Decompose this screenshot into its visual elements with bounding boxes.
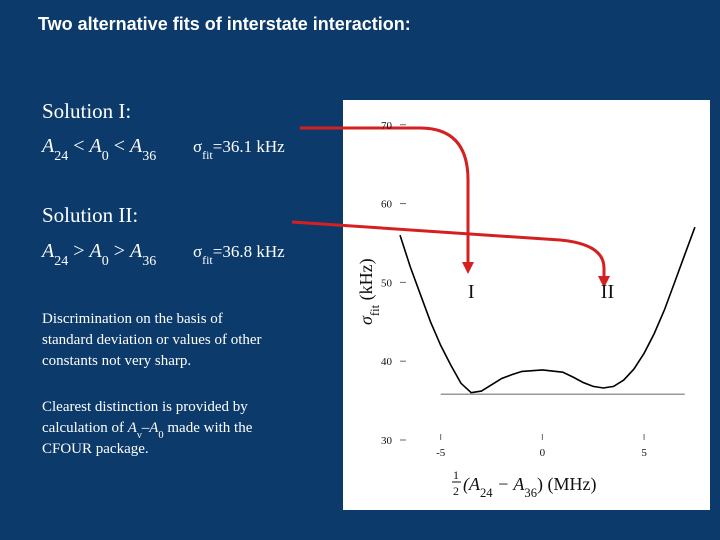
rich-text: Discrimination on the basis of <box>42 311 223 327</box>
y-tick-label: 70 <box>381 120 393 132</box>
text-part: Clearest distinction is provided by <box>42 399 248 415</box>
text-part: fit <box>368 304 382 316</box>
arrowhead <box>462 262 474 274</box>
text-part: − A <box>493 474 526 494</box>
rich-text: σfit=36.1 kHz <box>193 137 285 162</box>
rich-text: A24 > A0 > A36 <box>40 240 156 269</box>
rich-text: standard deviation or values of other <box>42 332 262 348</box>
y-tick-label: 30 <box>381 435 393 447</box>
text-part: fit <box>202 148 213 162</box>
text-part: A <box>88 135 103 157</box>
text-part: Hz <box>265 137 285 156</box>
x-tick-label: 0 <box>540 447 546 459</box>
text-part: (kHz) <box>356 258 377 304</box>
text-part: calculation of <box>42 420 128 436</box>
text-part: 0 <box>102 254 109 269</box>
text-part: > <box>68 240 89 262</box>
text-part: made with the <box>164 420 253 436</box>
text-part: σ <box>193 242 202 261</box>
text-part: A <box>128 135 143 157</box>
arrow <box>300 126 470 262</box>
text-part: constants not very sharp. <box>42 353 191 369</box>
curve <box>399 226 696 394</box>
arrows <box>291 126 606 278</box>
text-part: < <box>109 135 130 157</box>
text-part: A <box>40 240 55 262</box>
text-part: =36.1 k <box>213 137 266 156</box>
y-tick-label: 40 <box>381 356 393 368</box>
text-part: A <box>148 420 159 436</box>
text-part: σ <box>193 137 202 156</box>
annotation: II <box>601 281 614 303</box>
rich-text: (A24 − A36) (MHz) <box>463 474 597 500</box>
text-part: (A <box>463 474 481 495</box>
text-part: CFOUR package. <box>42 441 149 457</box>
text-part: fit <box>202 253 213 267</box>
fraction-num: 1 <box>453 468 459 482</box>
text-part: 24 <box>54 254 68 269</box>
text-part: 0 <box>102 149 109 164</box>
text-part: A <box>128 240 143 262</box>
rich-text: σfit (kHz) <box>356 258 382 325</box>
text-part: 0 <box>158 430 163 441</box>
heading: Solution I: <box>42 99 131 123</box>
text-part: – <box>141 420 150 436</box>
text-part: 36 <box>142 149 156 164</box>
text-part: 36 <box>142 254 156 269</box>
annotation: I <box>468 281 475 303</box>
text-part: =36.8 k <box>213 242 266 261</box>
arrow <box>291 220 606 278</box>
rich-text: CFOUR package. <box>42 441 149 457</box>
rich-text: constants not very sharp. <box>42 353 191 369</box>
text-part: Discrimination on the basis of <box>42 311 223 327</box>
text-part: ν <box>137 430 142 441</box>
x-tick-label: -5 <box>436 447 446 459</box>
heading: Solution II: <box>42 203 138 227</box>
text-part: ) (MHz) <box>537 474 596 495</box>
rich-text: σfit=36.8 kHz <box>193 242 285 267</box>
arrowhead <box>598 276 610 288</box>
text-part: σ <box>356 315 376 325</box>
y-tick-label: 50 <box>381 277 393 289</box>
slide-title: Two alternative fits of interstate inter… <box>38 14 411 34</box>
text-part: A <box>40 135 55 157</box>
text-part: Hz <box>265 242 285 261</box>
text-part: < <box>68 135 89 157</box>
text-part: 36 <box>524 486 537 500</box>
text-part: > <box>109 240 130 262</box>
rich-text: A24 < A0 < A36 <box>40 135 156 164</box>
text-part: standard deviation or values of other <box>42 332 262 348</box>
plot-panel <box>343 100 710 510</box>
text-part: A <box>127 420 138 436</box>
x-tick-label: 5 <box>641 447 647 459</box>
rich-text: Clearest distinction is provided by <box>42 399 248 415</box>
text-part: 24 <box>480 486 493 500</box>
text-part: A <box>88 240 103 262</box>
fraction-den: 2 <box>453 484 459 498</box>
text-part: 24 <box>54 149 68 164</box>
y-tick-label: 60 <box>381 199 393 211</box>
rich-text: calculation of Aν–A0 made with the <box>42 420 253 441</box>
